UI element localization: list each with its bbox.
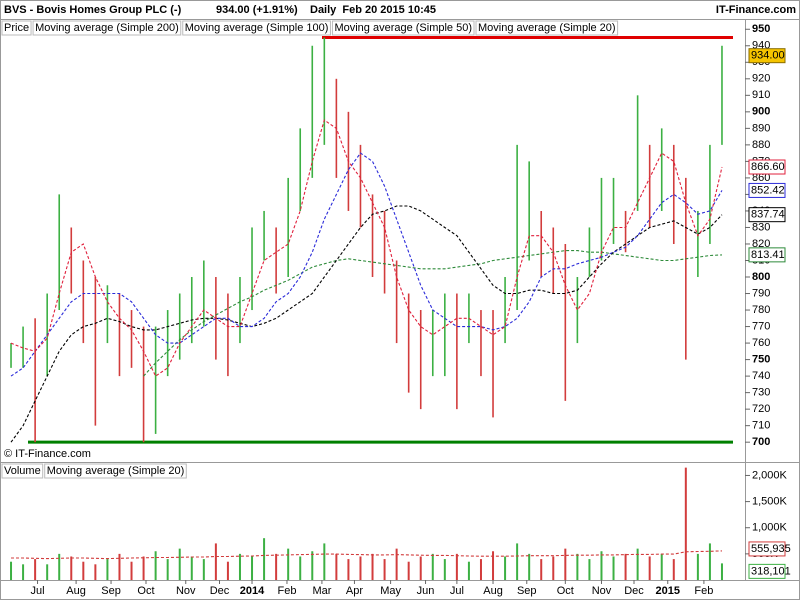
x-tick-label: Jul xyxy=(31,585,45,597)
y-tick-label: 790 xyxy=(752,287,770,299)
x-tick-label: 2014 xyxy=(240,585,265,597)
y-tick-label: 730 xyxy=(752,387,770,399)
last-label: 852.42 xyxy=(751,184,785,196)
y-tick-label: 920 xyxy=(752,73,770,85)
x-tick-label: 2015 xyxy=(656,585,680,597)
legend-label: Price xyxy=(4,22,29,34)
last-label: 934.00 xyxy=(751,50,785,62)
last-label: 866.60 xyxy=(751,161,785,173)
y-tick-label: 770 xyxy=(752,320,770,332)
last-box xyxy=(748,48,786,64)
last-box xyxy=(748,207,786,223)
x-tick-label: Sep xyxy=(517,585,537,597)
y-tick-label: 720 xyxy=(752,403,770,415)
copyright: © IT-Finance.com xyxy=(4,448,91,460)
legend-box xyxy=(475,20,619,36)
y-tick-label: 910 xyxy=(752,89,770,101)
x-tick-label: Jun xyxy=(417,585,435,597)
y-tick-label: 700 xyxy=(752,436,770,448)
last-box xyxy=(748,541,786,557)
legend-label: Moving average (Simple 20) xyxy=(47,465,185,477)
y-tick-label: 900 xyxy=(752,106,770,118)
x-tick-label: May xyxy=(380,585,401,597)
y-tick-label: 760 xyxy=(752,337,770,349)
last-box xyxy=(748,159,786,175)
vol-tick-label: 1,000K xyxy=(752,522,788,534)
legend-label: Moving average (Simple 20) xyxy=(478,22,616,34)
last-box xyxy=(748,247,786,263)
y-tick-label: 950 xyxy=(752,23,770,35)
x-tick-label: Aug xyxy=(66,585,86,597)
y-tick-label: 780 xyxy=(752,304,770,316)
ma-line xyxy=(143,250,723,377)
y-tick-label: 880 xyxy=(752,139,770,151)
legend-box xyxy=(331,20,475,36)
last-label: 555,935 xyxy=(751,543,791,555)
x-tick-label: Feb xyxy=(277,585,296,597)
x-tick-label: Mar xyxy=(312,585,331,597)
x-tick-label: Feb xyxy=(694,585,713,597)
y-tick-label: 750 xyxy=(752,354,770,366)
last-label: 318,101 xyxy=(751,565,791,577)
last-box xyxy=(748,563,786,579)
x-tick-label: Apr xyxy=(346,585,363,597)
vol-tick-label: 1,500K xyxy=(752,495,788,507)
y-tick-label: 890 xyxy=(752,122,770,134)
y-tick-label: 800 xyxy=(752,271,770,283)
x-tick-label: Aug xyxy=(483,585,503,597)
x-tick-label: Nov xyxy=(592,585,612,597)
source: IT-Finance.com xyxy=(716,4,796,16)
legend-label: Volume xyxy=(4,465,41,477)
legend-box xyxy=(32,20,182,36)
x-tick-label: Oct xyxy=(557,585,574,597)
vol-ma-line xyxy=(11,550,723,560)
legend-box xyxy=(44,463,187,479)
legend-box xyxy=(1,20,32,36)
legend-label: Moving average (Simple 200) xyxy=(35,22,179,34)
ma-line xyxy=(10,119,723,377)
x-tick-label: Sep xyxy=(101,585,121,597)
y-tick-label: 820 xyxy=(752,238,770,250)
vol-tick-label: 2,000K xyxy=(752,469,788,481)
last-box xyxy=(748,182,786,198)
x-tick-label: Dec xyxy=(210,585,230,597)
legend-box xyxy=(1,463,44,479)
y-tick-label: 740 xyxy=(752,370,770,382)
legend-label: Moving average (Simple 50) xyxy=(334,22,472,34)
y-tick-label: 830 xyxy=(752,221,770,233)
legend-label: Moving average (Simple 100) xyxy=(185,22,329,34)
x-tick-label: Oct xyxy=(137,585,154,597)
x-tick-label: Dec xyxy=(624,585,644,597)
y-tick-label: 860 xyxy=(752,172,770,184)
legend-box xyxy=(182,20,331,36)
x-tick-label: Jul xyxy=(450,585,464,597)
ma-line xyxy=(10,205,723,443)
last-label: 837.74 xyxy=(751,209,785,221)
period: Daily Feb 20 2015 10:45 xyxy=(310,4,436,16)
quote: 934.00 (+1.91%) xyxy=(216,4,298,16)
title: BVS - Bovis Homes Group PLC (-) xyxy=(4,4,182,16)
y-tick-label: 710 xyxy=(752,420,770,432)
ma-line xyxy=(10,152,723,377)
last-label: 813.41 xyxy=(751,249,785,261)
x-tick-label: Nov xyxy=(176,585,196,597)
